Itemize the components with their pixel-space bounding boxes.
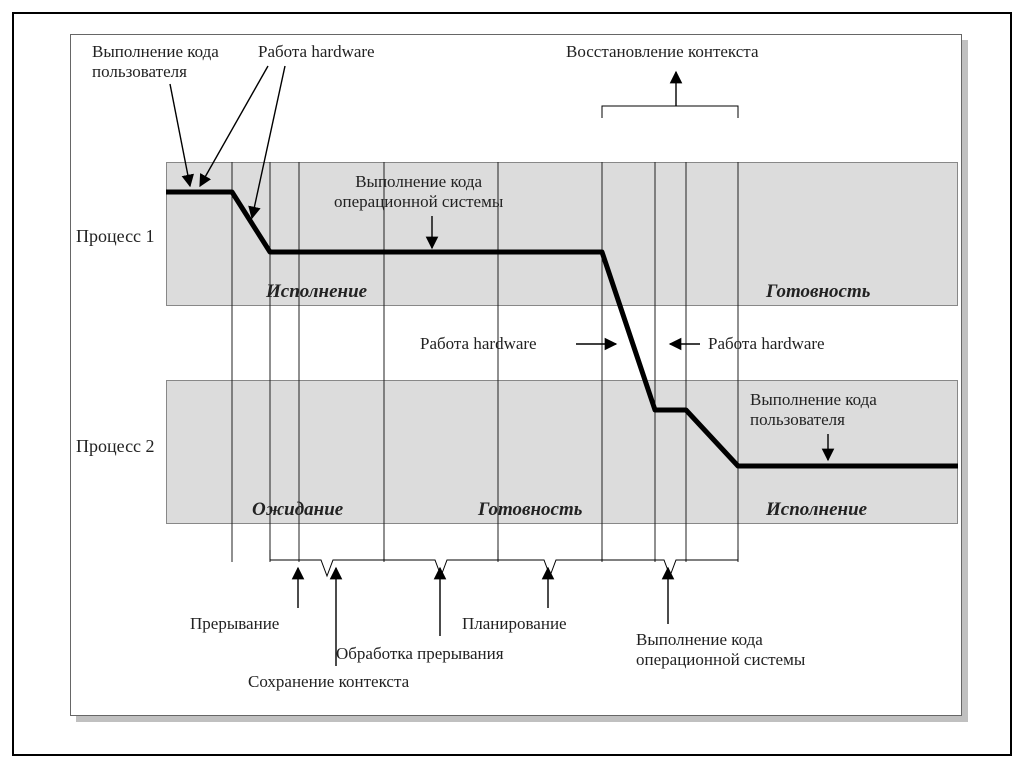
label-irq-processing: Обработка прерывания: [336, 644, 504, 664]
label-os-code-2: Выполнение кода операционной системы: [636, 630, 805, 669]
state-exec-1: Исполнение: [266, 281, 367, 303]
label-user-code-2: Выполнение кода пользователя: [750, 390, 877, 429]
state-ready-1: Готовность: [766, 281, 870, 303]
process-1-label: Процесс 1: [76, 226, 155, 247]
label-user-code-1: Выполнение кода пользователя: [92, 42, 219, 81]
label-hw-mid-right: Работа hardware: [708, 334, 825, 354]
label-scheduling: Планирование: [462, 614, 567, 634]
state-exec-2: Исполнение: [766, 499, 867, 521]
label-hw-mid-left: Работа hardware: [420, 334, 537, 354]
label-interrupt: Прерывание: [190, 614, 279, 634]
state-wait: Ожидание: [252, 499, 343, 521]
process-2-label: Процесс 2: [76, 436, 155, 457]
label-os-code-1: Выполнение кода операционной системы: [334, 172, 503, 211]
diagram-canvas: Процесс 1 Процесс 2 Исполнение Готовност…: [0, 0, 1024, 768]
state-ready-2: Готовность: [478, 499, 582, 521]
label-context-restore: Восстановление контекста: [566, 42, 759, 62]
label-save-context: Сохранение контекста: [248, 672, 409, 692]
label-hw-top: Работа hardware: [258, 42, 375, 62]
